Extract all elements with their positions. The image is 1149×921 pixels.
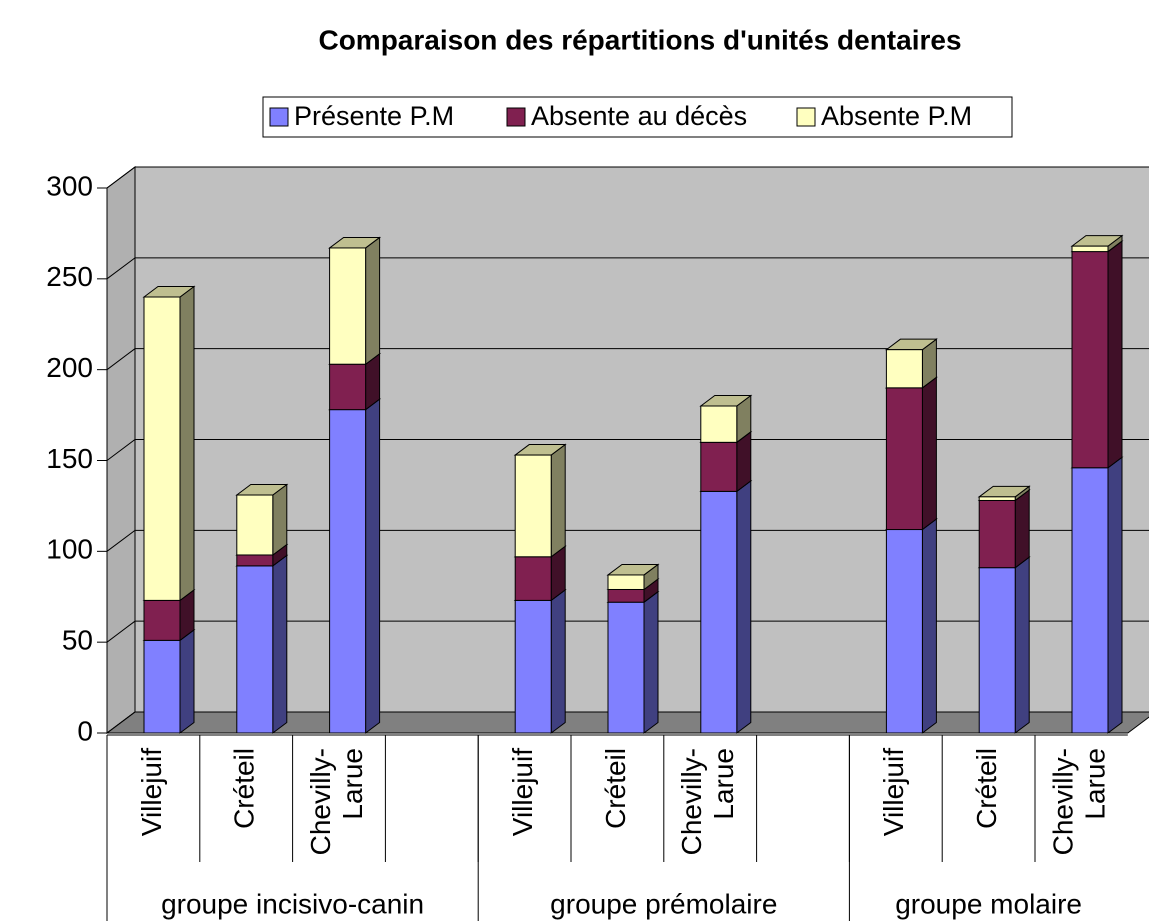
y-tick-label: 0 (77, 715, 93, 746)
y-tick-label: 150 (46, 443, 93, 474)
x-tick-label: Chevilly-Larue (1048, 748, 1111, 855)
legend-label: Absente au décès (531, 101, 747, 131)
bar (143, 599, 181, 641)
bar-side (1014, 556, 1030, 735)
legend-label: Absente P.M (821, 101, 972, 131)
y-tick-label: 300 (46, 170, 93, 201)
bar-side (1014, 488, 1030, 569)
x-tick-label: Villejuif (136, 748, 167, 836)
x-tick-label: Créteil (600, 748, 631, 829)
x-tick-label: Villejuif (878, 748, 909, 836)
y-tick-label: 200 (46, 352, 93, 383)
bar (143, 296, 181, 601)
bar (236, 565, 274, 734)
bar-side (550, 588, 566, 734)
bar (1071, 251, 1109, 469)
bar-side (272, 554, 288, 734)
bar-side (643, 590, 659, 734)
x-tick-label: Chevilly-Larue (305, 748, 368, 855)
group-label: groupe molaire (895, 888, 1082, 919)
bar-side (1107, 456, 1123, 734)
bar-side (179, 285, 195, 602)
grid-line (106, 620, 1149, 643)
bar (885, 387, 923, 531)
bar-side (921, 518, 937, 734)
bar-side (272, 483, 288, 556)
x-tick-label: Créteil (229, 748, 260, 829)
bar-side (550, 443, 566, 558)
x-tick-label-line: Larue (709, 748, 740, 820)
legend-label: Présente P.M (294, 101, 454, 131)
bar (885, 349, 923, 389)
legend-box (262, 96, 1013, 138)
group-label: groupe incisivo-canin (161, 888, 424, 919)
bar-side (736, 479, 752, 734)
legend-swatch (269, 107, 289, 127)
grid-line (106, 257, 1149, 280)
bar (700, 405, 738, 443)
x-tick-label-line: Larue (1080, 748, 1111, 820)
x-tick-label-line: Chevilly- (1048, 748, 1079, 855)
bar (143, 639, 181, 734)
bar (514, 556, 552, 601)
x-tick-label: Villejuif (507, 748, 538, 836)
x-tick-label-line: Chevilly- (305, 748, 336, 855)
bar-side (365, 398, 381, 734)
x-tick-label: Chevilly-Larue (677, 748, 740, 855)
bar (514, 454, 552, 558)
y-tick-label: 100 (46, 534, 93, 565)
bar (700, 490, 738, 734)
bar (978, 496, 1016, 501)
grid-line (106, 166, 1149, 189)
bar-side (179, 628, 195, 734)
legend-swatch (796, 107, 816, 127)
bar-side (365, 236, 381, 366)
x-tick-label-line: Larue (337, 748, 368, 820)
y-tick-label: 250 (46, 261, 93, 292)
bar (329, 363, 367, 411)
bar (700, 441, 738, 492)
y-tick-label: 50 (62, 625, 93, 656)
bar-side (1107, 240, 1123, 469)
bar (607, 601, 645, 734)
bar (514, 599, 552, 734)
x-tick-label: Créteil (971, 748, 1002, 829)
group-label: groupe prémolaire (550, 888, 777, 919)
bar (1071, 245, 1109, 253)
bar (978, 567, 1016, 734)
bar (329, 409, 367, 734)
bar (607, 574, 645, 590)
bar (885, 529, 923, 734)
grid-line (106, 711, 1149, 734)
bar (1071, 467, 1109, 734)
bar (978, 499, 1016, 569)
grid-line (106, 529, 1149, 552)
bar (607, 588, 645, 603)
grid-line (106, 348, 1149, 371)
bar (236, 554, 274, 567)
x-tick-label-line: Chevilly- (677, 748, 708, 855)
grid-line (106, 439, 1149, 461)
bar (236, 494, 274, 556)
chart-title: Comparaison des répartitions d'unités de… (318, 24, 961, 55)
bar-side (921, 376, 937, 531)
legend-swatch (506, 107, 526, 127)
bar (329, 247, 367, 365)
